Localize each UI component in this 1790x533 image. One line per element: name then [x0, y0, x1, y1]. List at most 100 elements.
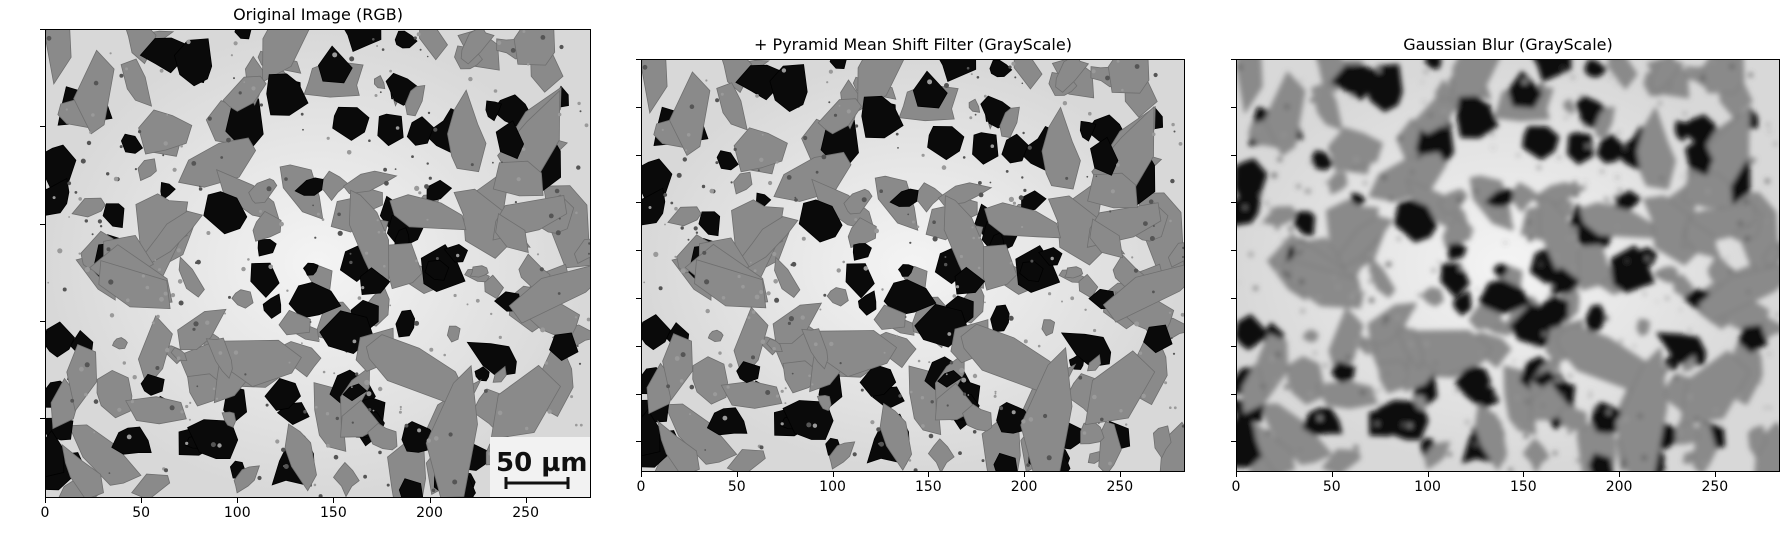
- speckle: [212, 387, 216, 391]
- speckle: [1182, 256, 1184, 258]
- speckle: [475, 298, 480, 303]
- speckle: [978, 236, 981, 239]
- speckle: [1131, 256, 1134, 259]
- gray-grain: [469, 265, 489, 278]
- speckle: [826, 81, 829, 84]
- speckle: [145, 286, 148, 289]
- speckle: [1121, 88, 1124, 92]
- speckle: [990, 144, 995, 148]
- speckle: [1288, 226, 1293, 231]
- speckle: [588, 242, 590, 245]
- speckle: [1021, 225, 1024, 229]
- gray-grain: [1697, 264, 1779, 323]
- speckle: [1643, 292, 1647, 296]
- black-grain: [1143, 324, 1173, 354]
- speckle: [1616, 419, 1621, 424]
- speckle: [1765, 178, 1770, 184]
- black-grain: [861, 95, 904, 139]
- scale-bar-label: 50 µm: [496, 448, 588, 478]
- speckle: [1700, 75, 1705, 81]
- gray-grain: [1289, 259, 1362, 309]
- speckle: [547, 409, 552, 414]
- gray-grain: [726, 449, 766, 471]
- speckle: [1037, 344, 1041, 348]
- speckle: [1523, 433, 1529, 439]
- speckle: [970, 73, 973, 76]
- speckle: [784, 387, 787, 390]
- black-grain: [120, 133, 144, 154]
- speckle: [322, 370, 326, 374]
- black-grain: [1532, 370, 1558, 388]
- black-grain: [954, 266, 986, 295]
- black-grain: [716, 150, 739, 171]
- speckle: [349, 252, 352, 255]
- speckle: [1315, 92, 1319, 96]
- speckle: [1368, 279, 1373, 284]
- speckle: [823, 293, 827, 297]
- speckle: [1550, 285, 1555, 289]
- speckle: [1275, 352, 1281, 358]
- speckle: [1764, 406, 1767, 410]
- x-tick-label: 0: [636, 479, 646, 495]
- gray-grain: [125, 396, 187, 425]
- speckle: [1695, 417, 1699, 422]
- speckle: [967, 394, 970, 396]
- gray-grain: [1078, 273, 1099, 299]
- speckle: [1153, 72, 1158, 78]
- speckle: [674, 356, 680, 361]
- black-grain: [395, 309, 416, 338]
- black-grain: [1090, 136, 1119, 176]
- speckle: [497, 40, 502, 45]
- speckle: [1105, 75, 1110, 81]
- speckle: [84, 266, 90, 273]
- speckle: [1421, 81, 1424, 84]
- speckle: [281, 447, 286, 452]
- speckle: [130, 400, 134, 404]
- gray-grain: [1594, 106, 1615, 138]
- gray-grain: [1064, 266, 1084, 279]
- gray-grain: [984, 202, 1062, 239]
- speckle: [1768, 130, 1771, 133]
- speckle: [1573, 236, 1576, 239]
- speckle: [759, 157, 764, 162]
- speckle: [1638, 413, 1643, 419]
- black-grain: [927, 125, 965, 161]
- speckle: [1310, 161, 1314, 165]
- speckle: [686, 133, 691, 137]
- gray-grain: [1412, 98, 1457, 135]
- black-grain: [317, 45, 353, 84]
- speckle: [224, 312, 226, 315]
- speckle: [790, 263, 794, 267]
- gray-grain: [1013, 60, 1043, 90]
- gray-grain: [1615, 346, 1668, 471]
- speckle: [1423, 69, 1428, 74]
- x-tick-label: 250: [512, 505, 539, 521]
- speckle: [389, 304, 392, 307]
- speckle: [1304, 188, 1310, 194]
- speckle: [233, 350, 239, 355]
- speckle: [897, 147, 899, 149]
- speckle: [418, 191, 422, 195]
- speckle: [119, 145, 123, 149]
- speckle: [257, 475, 262, 481]
- gray-grain: [962, 403, 993, 432]
- speckle: [62, 287, 67, 292]
- speckle: [91, 113, 95, 117]
- speckle: [109, 313, 115, 318]
- speckle: [883, 351, 886, 354]
- speckle: [376, 219, 379, 222]
- image-frame: 50 µm: [45, 29, 591, 498]
- speckle: [962, 392, 967, 396]
- speckle: [904, 316, 907, 318]
- gray-grain: [222, 75, 267, 112]
- y-tick-mark: [1231, 202, 1236, 204]
- speckle: [808, 374, 811, 378]
- gray-grain: [495, 213, 529, 254]
- gray-grain: [1747, 425, 1767, 459]
- speckle: [930, 400, 934, 404]
- speckle: [265, 403, 269, 407]
- speckle: [1665, 296, 1670, 301]
- speckle: [283, 464, 289, 469]
- speckle: [554, 188, 560, 194]
- black-grain: [342, 383, 368, 402]
